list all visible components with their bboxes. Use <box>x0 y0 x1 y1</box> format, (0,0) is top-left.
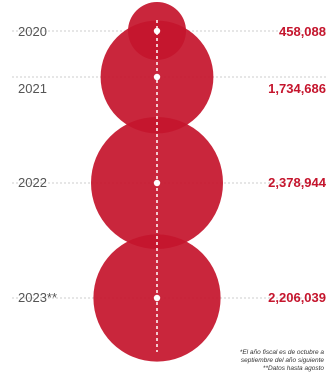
footnote-line-2: septiembre del año siguiente <box>240 357 324 364</box>
center-dots <box>153 27 161 302</box>
footnote-line-3: **Datos hasta agosto <box>262 365 324 372</box>
center-dot-2023 <box>153 294 161 302</box>
center-dot-2020 <box>153 27 161 35</box>
year-label-2021: 2021 <box>18 81 47 96</box>
year-label-2020: 2020 <box>18 24 47 39</box>
value-label-2023: 2,206,039 <box>268 290 326 305</box>
center-dot-2021 <box>153 73 161 81</box>
footnote-line-1: *El año fiscal es de octubre a <box>239 349 324 356</box>
value-label-2020: 458,088 <box>279 24 326 39</box>
footnote: *El año fiscal es de octubre a septiembr… <box>204 349 324 373</box>
year-label-2022: 2022 <box>18 175 47 190</box>
center-dot-2022 <box>153 179 161 187</box>
year-label-2023: 2023** <box>18 290 57 305</box>
value-label-2022: 2,378,944 <box>268 175 327 190</box>
value-label-2021: 1,734,686 <box>268 81 326 96</box>
